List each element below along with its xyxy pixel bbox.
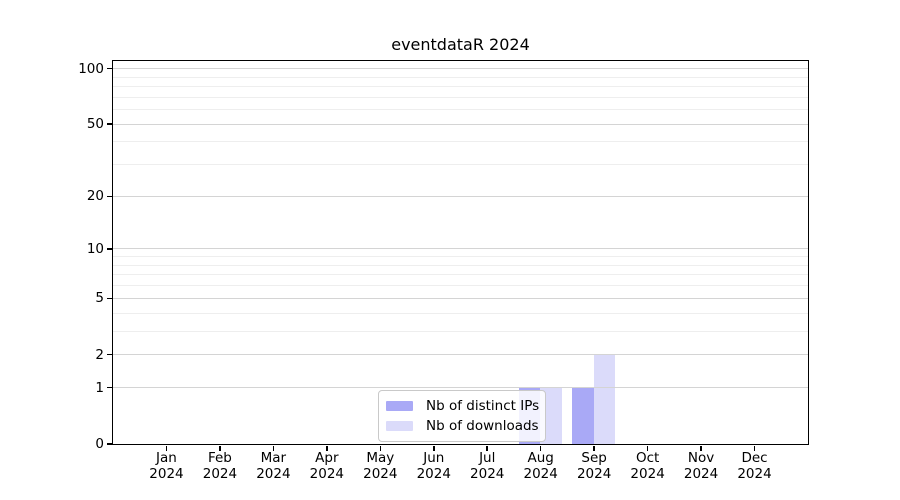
y-axis-tick (106, 67, 112, 70)
y-gridline-minor (112, 164, 808, 166)
legend-label-downloads: Nb of downloads (426, 418, 539, 434)
y-tick-label: 0 (95, 436, 104, 452)
y-axis-tick (106, 353, 112, 356)
y-axis-tick (106, 248, 112, 250)
y-axis-tick (106, 386, 112, 389)
y-tick-label: 10 (86, 240, 104, 257)
y-gridline-minor (112, 264, 808, 266)
legend-swatch-downloads (386, 421, 413, 431)
y-axis-tick (106, 123, 112, 125)
x-tick-label: Feb 2024 (202, 450, 238, 482)
x-tick-label: Nov 2024 (683, 450, 719, 482)
y-gridline-major (112, 248, 808, 250)
y-gridline-minor (112, 285, 808, 287)
x-axis-tick (433, 445, 435, 451)
x-axis-tick (700, 445, 702, 451)
x-tick-label: Aug 2024 (523, 450, 558, 482)
y-tick-label: 2 (95, 346, 104, 363)
x-axis-tick (539, 445, 542, 451)
y-tick-label: 5 (95, 290, 104, 307)
x-tick-label: May 2024 (363, 450, 398, 482)
y-axis-tick (106, 297, 112, 300)
x-tick-label: Jun 2024 (416, 450, 451, 482)
y-gridline-minor (112, 86, 808, 88)
y-gridline-minor (112, 109, 808, 111)
y-gridline-minor (112, 274, 808, 276)
bar (572, 387, 594, 444)
x-tick-label: Mar 2024 (256, 450, 291, 482)
y-gridline-major (112, 123, 808, 125)
x-axis-tick (646, 445, 649, 451)
x-axis-tick (379, 445, 382, 451)
y-tick-label: 100 (78, 60, 104, 77)
y-gridline-major (112, 354, 808, 356)
y-tick-label: 20 (86, 188, 104, 205)
y-gridline-minor (112, 96, 808, 98)
y-gridline-major (112, 195, 808, 197)
y-gridline-major (112, 68, 808, 70)
x-axis-tick (486, 445, 488, 451)
x-axis-tick (593, 445, 595, 451)
y-axis-tick (106, 443, 112, 445)
y-gridline-minor (112, 312, 808, 314)
x-axis-tick (326, 445, 328, 451)
x-tick-label: Dec 2024 (737, 450, 772, 482)
x-axis-tick (219, 445, 221, 451)
x-tick-label: Sep 2024 (576, 450, 612, 482)
y-gridline-minor (112, 141, 808, 143)
y-gridline-major (112, 297, 808, 299)
x-axis-tick (753, 445, 756, 451)
legend-item-downloads: Nb of downloads (386, 416, 539, 436)
y-axis-tick (106, 195, 112, 198)
legend-swatch-distinct-ips (386, 401, 413, 411)
legend: Nb of distinct IPs Nb of downloads (378, 390, 547, 442)
y-tick-label: 50 (86, 116, 104, 133)
legend-label-distinct-ips: Nb of distinct IPs (426, 398, 540, 414)
x-tick-label: Jan 2024 (149, 450, 184, 482)
x-axis-tick (165, 445, 168, 451)
x-tick-label: Jul 2024 (470, 450, 505, 482)
x-axis-tick (272, 445, 275, 451)
chart-title: eventdataR 2024 (391, 35, 530, 54)
bar (593, 354, 616, 444)
x-tick-label: Oct 2024 (630, 450, 665, 482)
plot-area (111, 59, 809, 445)
y-gridline-minor (112, 256, 808, 258)
y-gridline-minor (112, 330, 808, 332)
y-tick-label: 1 (95, 379, 104, 396)
x-tick-label: Apr 2024 (309, 450, 345, 482)
y-gridline-minor (112, 76, 808, 78)
y-gridline-major (112, 387, 808, 389)
legend-item-distinct-ips: Nb of distinct IPs (386, 396, 539, 416)
